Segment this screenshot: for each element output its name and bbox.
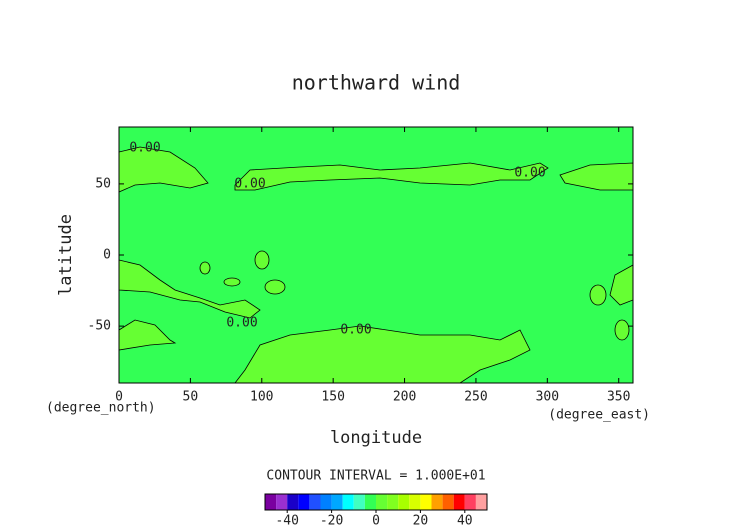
- contour-label: 0.00: [129, 141, 160, 156]
- colorbar-swatch: [376, 494, 388, 510]
- x-unit: (degree_east): [548, 408, 650, 423]
- x-tick-label: 150: [321, 390, 344, 405]
- colorbar-tick-label: 40: [457, 514, 473, 529]
- region: [223, 277, 241, 287]
- colorbar-swatch: [298, 494, 310, 510]
- colorbar-swatch: [276, 494, 288, 510]
- y-tick-label: 50: [95, 176, 111, 191]
- colorbar-swatch: [387, 494, 399, 510]
- x-tick-label: 0: [115, 390, 123, 405]
- colorbar-swatch: [364, 494, 376, 510]
- y-axis-label: latitude: [56, 214, 76, 296]
- chart-title: northward wind: [292, 71, 461, 95]
- colorbar-swatch: [453, 494, 465, 510]
- region: [199, 261, 211, 275]
- colorbar-tick-label: 0: [372, 514, 380, 529]
- region: [118, 259, 261, 319]
- y-unit: (degree_north): [46, 401, 156, 416]
- colorbar-swatch: [309, 494, 321, 510]
- colorbar-swatch: [475, 494, 487, 510]
- region: [264, 279, 286, 295]
- contour-label: 0.00: [340, 323, 371, 338]
- region: [614, 319, 630, 341]
- contour-label: 0.00: [226, 316, 257, 331]
- x-tick-label: 350: [607, 390, 630, 405]
- colorbar-swatch: [398, 494, 410, 510]
- x-tick-label: 200: [393, 390, 416, 405]
- y-tick-label: 0: [103, 248, 111, 263]
- contour-label: 0.00: [234, 177, 265, 192]
- region: [234, 325, 531, 384]
- colorbar-swatch: [420, 494, 432, 510]
- colorbar-swatch: [342, 494, 354, 510]
- colorbar-swatch: [287, 494, 299, 510]
- colorbar-swatch: [431, 494, 443, 510]
- colorbar-swatch: [464, 494, 476, 510]
- contour-interval: CONTOUR INTERVAL = 1.000E+01: [266, 469, 485, 484]
- x-tick-label: 50: [183, 390, 199, 405]
- region: [234, 162, 549, 191]
- region: [118, 319, 177, 351]
- colorbar-swatch: [442, 494, 454, 510]
- colorbar-swatch: [353, 494, 365, 510]
- colorbar-tick-label: 20: [413, 514, 429, 529]
- region: [589, 284, 607, 306]
- colorbar-tick-label: -40: [275, 514, 298, 529]
- colorbar-tick-label: -20: [320, 514, 343, 529]
- colorbar-swatch: [320, 494, 332, 510]
- region: [118, 146, 209, 193]
- region: [254, 250, 270, 270]
- contour-label: 0.00: [514, 166, 545, 181]
- colorbar-swatch: [409, 494, 421, 510]
- regions: [118, 146, 634, 384]
- x-tick-label: 250: [464, 390, 487, 405]
- x-axis-label: longitude: [330, 428, 422, 448]
- colorbar-swatch: [265, 494, 277, 510]
- x-tick-label: 100: [250, 390, 273, 405]
- y-tick-label: -50: [88, 319, 111, 334]
- x-tick-label: 300: [536, 390, 559, 405]
- colorbar-swatch: [331, 494, 343, 510]
